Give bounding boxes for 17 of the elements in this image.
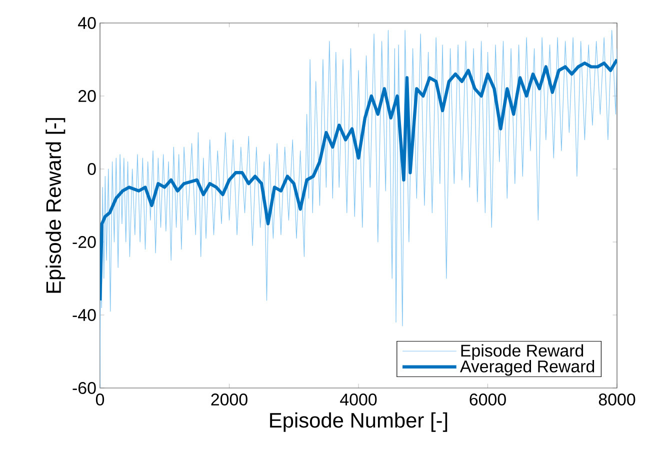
legend-label: Averaged Reward [460,360,594,376]
y-tick-label: -40 [72,309,96,321]
x-tick-label: 8000 [598,394,636,406]
line-series [100,58,618,302]
x-tick-label: 2000 [211,394,248,406]
x-tick-label: 6000 [470,394,506,406]
y-tick-label: 20 [78,90,96,102]
y-tick-label: -20 [72,236,96,248]
legend-label: Episode Reward [461,344,584,360]
x-tick-label: 4000 [340,394,377,406]
x-axis-title: Episode Number [-] [270,412,448,432]
y-tick-label: 40 [78,17,96,30]
y-tick-label: -60 [72,382,96,394]
x-tick-label: 0 [96,394,104,406]
line-series [100,30,618,388]
y-axis-title: Episode Reward [-] [46,118,66,293]
y-tick-label: 0 [88,163,96,176]
